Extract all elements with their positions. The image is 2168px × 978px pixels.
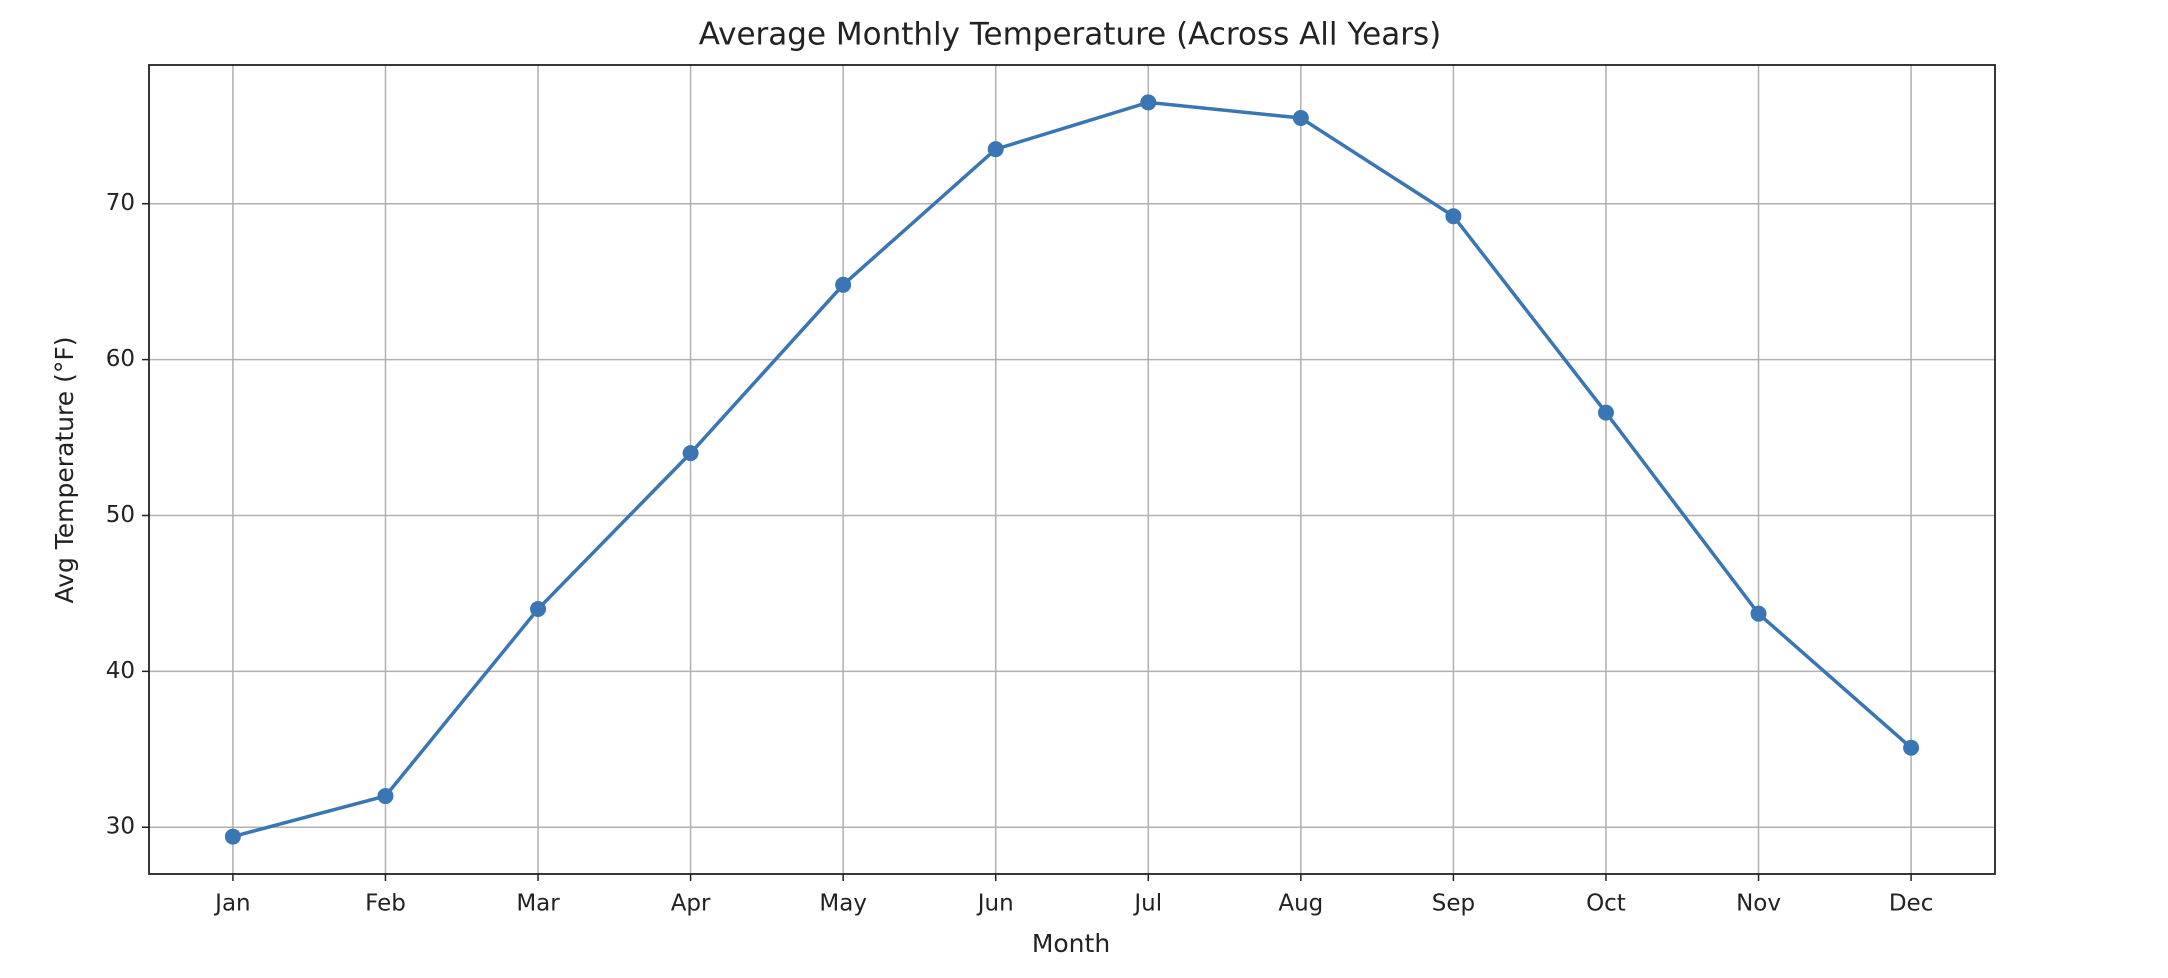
x-tick-label: Dec bbox=[1889, 891, 1934, 917]
marker bbox=[1140, 94, 1157, 111]
x-tick-label: Feb bbox=[365, 891, 406, 917]
x-tick-label: Jul bbox=[1132, 891, 1162, 917]
y-tick-label: 70 bbox=[106, 190, 135, 216]
marker bbox=[1292, 109, 1309, 126]
y-axis-label: Avg Temperature (°F) bbox=[50, 337, 79, 604]
marker bbox=[530, 601, 547, 618]
marker bbox=[1750, 605, 1767, 622]
marker bbox=[1903, 739, 1920, 756]
marker bbox=[224, 828, 241, 845]
marker bbox=[835, 276, 852, 293]
plot-frame bbox=[148, 64, 1996, 875]
x-tick-label: Jan bbox=[213, 891, 250, 917]
chart-title: Average Monthly Temperature (Across All … bbox=[699, 17, 1442, 53]
x-tick-label: Aug bbox=[1278, 891, 1323, 917]
x-tick-label: Nov bbox=[1736, 891, 1781, 917]
line bbox=[232, 100, 1913, 839]
x-axis-label: Month bbox=[1032, 929, 1110, 958]
y-tick-label: 60 bbox=[106, 346, 135, 372]
x-tick-label: Apr bbox=[671, 891, 711, 917]
marker bbox=[1597, 404, 1614, 421]
marker bbox=[682, 445, 699, 462]
x-tick-label: Mar bbox=[516, 891, 560, 917]
x-tick-label: May bbox=[819, 891, 867, 917]
x-tick-label: Jun bbox=[976, 891, 1014, 917]
y-tick-label: 40 bbox=[106, 658, 135, 684]
marker bbox=[987, 141, 1004, 158]
y-tick-label: 30 bbox=[106, 814, 135, 840]
marker bbox=[377, 788, 394, 805]
y-tick-label: 50 bbox=[106, 502, 135, 528]
marker bbox=[1445, 208, 1462, 225]
x-tick-label: Oct bbox=[1586, 891, 1626, 917]
x-tick-label: Sep bbox=[1432, 891, 1475, 917]
